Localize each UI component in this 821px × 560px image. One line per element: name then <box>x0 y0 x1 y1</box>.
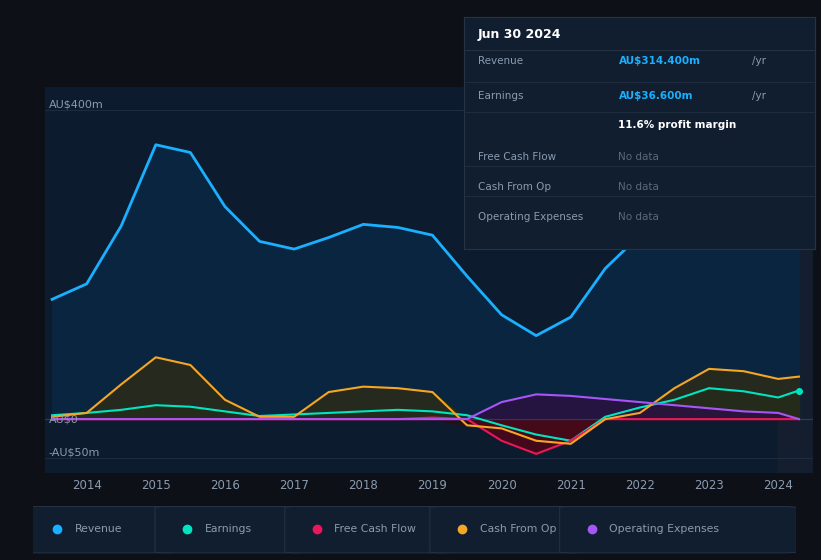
FancyBboxPatch shape <box>285 506 453 553</box>
Text: Revenue: Revenue <box>75 524 122 534</box>
Text: Earnings: Earnings <box>204 524 252 534</box>
Text: Cash From Op: Cash From Op <box>478 182 551 192</box>
Text: No data: No data <box>618 152 659 162</box>
FancyBboxPatch shape <box>430 506 583 553</box>
Text: Free Cash Flow: Free Cash Flow <box>478 152 556 162</box>
Text: /yr: /yr <box>752 91 766 101</box>
Text: 11.6% profit margin: 11.6% profit margin <box>618 120 736 130</box>
Text: -AU$50m: -AU$50m <box>48 448 100 458</box>
Text: Free Cash Flow: Free Cash Flow <box>334 524 416 534</box>
Text: Earnings: Earnings <box>478 91 524 101</box>
Text: Operating Expenses: Operating Expenses <box>478 212 583 222</box>
FancyBboxPatch shape <box>560 506 796 553</box>
Text: /yr: /yr <box>752 57 766 66</box>
Text: No data: No data <box>618 182 659 192</box>
FancyBboxPatch shape <box>155 506 308 553</box>
Bar <box>778 87 813 473</box>
Text: Jun 30 2024: Jun 30 2024 <box>478 29 562 41</box>
Text: AU$0: AU$0 <box>48 414 78 424</box>
Text: AU$400m: AU$400m <box>48 100 103 110</box>
Text: No data: No data <box>618 212 659 222</box>
Text: Operating Expenses: Operating Expenses <box>609 524 719 534</box>
Text: AU$36.600m: AU$36.600m <box>618 91 693 101</box>
Text: Cash From Op: Cash From Op <box>479 524 556 534</box>
Text: Revenue: Revenue <box>478 57 523 66</box>
FancyBboxPatch shape <box>25 506 178 553</box>
Text: AU$314.400m: AU$314.400m <box>618 57 700 66</box>
